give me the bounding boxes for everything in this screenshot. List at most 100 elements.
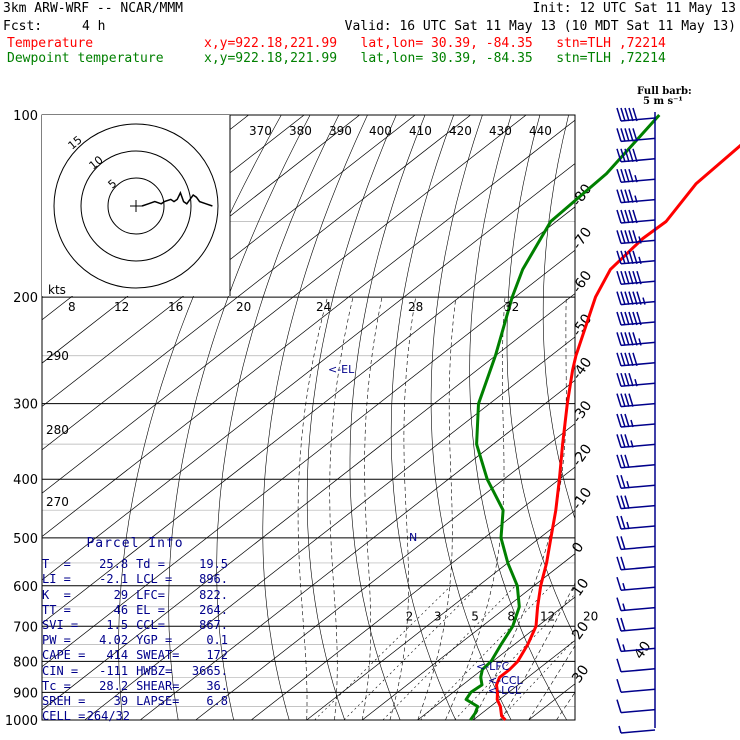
level-label: <-CCL [488, 674, 524, 687]
isotherm-label: 10 [569, 576, 592, 600]
dewpoint-legend: Dewpoint temperature [7, 51, 164, 66]
parcel-value: 0.1 [206, 633, 228, 648]
parcel-label [129, 709, 189, 724]
mixing-ratio-label: 2 [406, 609, 414, 623]
moist-adiabat [528, 645, 575, 720]
wind-barb [616, 230, 656, 245]
dry-adiabat [262, 115, 368, 720]
isotherm [42, 293, 575, 711]
wind-barb [616, 576, 656, 591]
parcel-value: -2.1 [99, 572, 129, 587]
dry-adiabat [542, 115, 575, 520]
wind-barb [616, 515, 656, 530]
isotherm-label: -20 [569, 441, 595, 469]
parcel-value: 896. [199, 572, 228, 587]
theta-label: 430 [489, 124, 512, 138]
theta-label: 440 [529, 124, 552, 138]
isotherm-label: -30 [569, 398, 595, 426]
temperature-location: x,y=922.18,221.99 lat,lon= 30.39, -84.35… [204, 36, 666, 51]
isotherm [42, 115, 360, 364]
parcel-label: TT = [42, 602, 71, 617]
parcel-label: SWEAT= [136, 648, 180, 663]
isotherm [42, 115, 471, 451]
plot-frame [41, 114, 576, 721]
wind-barb [616, 270, 656, 285]
dry-adiabat [709, 115, 740, 733]
wind-barb [616, 699, 656, 714]
parcel-label: T = [42, 557, 71, 572]
isotherm [42, 115, 416, 407]
wind-speed-label: 12 [114, 300, 129, 314]
wind-speed-label: 8 [68, 300, 76, 314]
pressure-tick-label: 200 [13, 291, 38, 306]
pressure-tick-label: 800 [13, 655, 38, 670]
dry-adiabat [306, 115, 397, 720]
dry-adiabat [506, 115, 575, 638]
pressure-tick-label: 1000 [5, 714, 38, 729]
mixing-ratio-label: 20 [583, 609, 598, 623]
init-time: Init: 12 UTC Sat 11 May 13 [532, 1, 737, 16]
fcst-label: Fcst: [3, 19, 43, 34]
isotherm-label: -60 [569, 268, 595, 296]
wind-barb [616, 209, 656, 224]
wind-barb [616, 107, 656, 122]
parcel-value: 264. [199, 602, 228, 617]
wind-barb [616, 413, 656, 428]
pressure-tick-label: 600 [13, 580, 38, 595]
mixing-ratio-line [382, 585, 516, 720]
parcel-value: 6.8 [206, 694, 228, 709]
wind-speed-label: 28 [408, 300, 423, 314]
wind-barb [616, 658, 656, 673]
parcel-label: LFC= [136, 587, 165, 602]
wind-barb [616, 311, 656, 326]
parcel-value: 4.02 [99, 633, 129, 648]
parcel-label: CIN = [42, 663, 79, 678]
isotherm-label: 0 [569, 540, 587, 556]
hodograph-ring [53, 123, 219, 289]
fcst-value: 4 h [82, 19, 106, 34]
wind-barb [616, 474, 656, 489]
isotherm [42, 249, 575, 668]
freezing-level-marker: N [409, 531, 417, 544]
moist-adiabat [445, 297, 506, 720]
wind-barb [616, 617, 656, 632]
dewpoint-profile [464, 113, 661, 721]
pressure-tick-label: 900 [13, 686, 38, 701]
dry-adiabat [118, 115, 282, 720]
parcel-label: K = [42, 587, 71, 602]
isotherm [84, 336, 575, 720]
parcel-value: 46 [113, 602, 129, 617]
theta-label: 400 [369, 124, 392, 138]
mixing-ratio-line [343, 585, 480, 720]
parcel-value: -111 [99, 663, 129, 678]
wind-barbs [616, 107, 656, 734]
adiabat-label: 280 [46, 423, 69, 437]
wind-barb [616, 536, 656, 551]
mixing-ratio-line [420, 585, 552, 720]
parcel-label: CELL = [42, 709, 86, 724]
parcel-row: SREH = 39 LAPSE= 6.8 [42, 694, 228, 709]
hodograph-ring [107, 177, 165, 235]
parcel-value: 822. [199, 587, 228, 602]
moist-adiabat [472, 297, 567, 720]
hodograph-ring [80, 150, 192, 262]
theta-label: 410 [409, 124, 432, 138]
parcel-label: LI = [42, 572, 71, 587]
parcel-value: 414 [106, 648, 129, 663]
parcel-value: 39 [113, 694, 129, 709]
level-label: <-LFC [476, 660, 510, 673]
dry-adiabat [349, 115, 426, 720]
parcel-label: YGP = [136, 633, 173, 648]
wind-barb [616, 393, 656, 408]
wind-speed-label: 20 [236, 300, 251, 314]
wind-barb [616, 291, 656, 306]
mixing-ratio-label: 5 [471, 609, 479, 623]
parcel-label: CAPE = [42, 648, 86, 663]
mixing-ratio-label: 12 [540, 609, 555, 623]
dry-adiabat [469, 115, 568, 720]
wind-barb [618, 725, 656, 734]
moist-adiabat [329, 297, 354, 720]
